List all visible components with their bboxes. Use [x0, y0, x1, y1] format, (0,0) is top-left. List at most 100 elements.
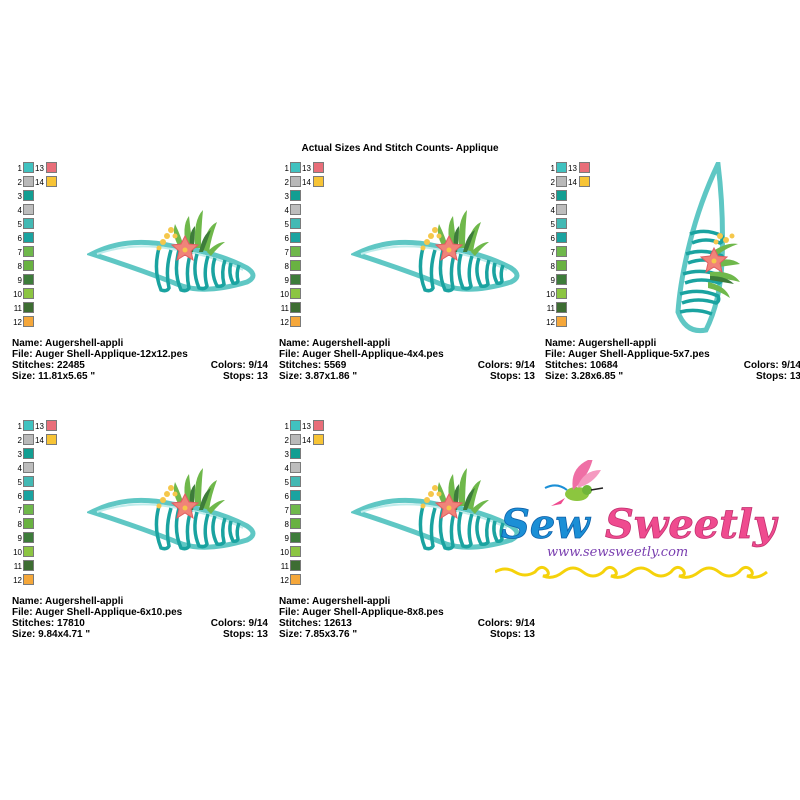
color-index: 14 [302, 178, 311, 187]
color-index: 2 [550, 178, 555, 187]
design-stitches: Stitches: 17810 Colors: 9/14 [12, 618, 268, 629]
design-stitches: Stitches: 12613 Colors: 9/14 [279, 618, 535, 629]
color-index: 8 [284, 262, 289, 271]
design-panel-5x7: 1 13 2 14 3 4 5 6 7 8 9 10 11 12 Name: Augershell-app… [545, 162, 800, 382]
color-index: 10 [280, 290, 289, 299]
color-index: 3 [284, 192, 289, 201]
color-chip [290, 302, 301, 313]
color-chip [290, 176, 301, 187]
design-colors: Colors: 9/14 [477, 618, 535, 629]
color-chip [23, 162, 34, 173]
color-index: 1 [550, 164, 555, 173]
sew-sweetly-logo: Sew Sweetly www.sewsweetly.com [495, 460, 779, 579]
color-chip [23, 490, 34, 501]
design-panel-6x10: 1 13 2 14 3 4 5 6 7 8 9 10 11 12 Name: Augershell-app… [12, 420, 268, 640]
svg-text:www.sewsweetly.com: www.sewsweetly.com [547, 545, 688, 560]
design-colors: Colors: 9/14 [210, 360, 268, 371]
color-index: 11 [280, 304, 289, 313]
color-index: 3 [17, 450, 22, 459]
color-index: 1 [17, 422, 22, 431]
color-chip [290, 574, 301, 585]
design-stitches: Stitches: 22485 Colors: 9/14 [12, 360, 268, 371]
color-chip [556, 232, 567, 243]
color-chip [290, 532, 301, 543]
design-colors: Colors: 9/14 [210, 618, 268, 629]
color-chip [290, 546, 301, 557]
color-chip [23, 462, 34, 473]
design-size: Size: 11.81x5.65 " Stops: 13 [12, 371, 268, 382]
color-chip [290, 232, 301, 243]
color-chip [23, 232, 34, 243]
design-stops: Stops: 13 [489, 629, 535, 640]
color-chip [23, 302, 34, 313]
design-panel-12x12: 1 13 2 14 3 4 5 6 7 8 9 10 11 12 Name: Augershell-app… [12, 162, 268, 382]
color-index: 9 [284, 534, 289, 543]
color-index: 11 [13, 562, 22, 571]
color-index: 5 [284, 220, 289, 229]
design-panel-8x8: 1 13 2 14 3 4 5 6 7 8 9 10 11 12 Name: Augershell-app… [279, 420, 535, 640]
color-index: 6 [17, 234, 22, 243]
color-index: 6 [284, 492, 289, 501]
color-chip [290, 490, 301, 501]
color-index: 9 [284, 276, 289, 285]
design-stops: Stops: 13 [222, 371, 268, 382]
color-chip [23, 448, 34, 459]
color-index: 9 [17, 534, 22, 543]
color-index: 7 [284, 248, 289, 257]
color-chip [290, 560, 301, 571]
design-stitches: Stitches: 10684 Colors: 9/14 [545, 360, 800, 371]
color-chip [290, 204, 301, 215]
color-chip [556, 204, 567, 215]
color-chip [290, 288, 301, 299]
auger-shell-design [87, 210, 256, 293]
color-chip [23, 476, 34, 487]
design-file: File: Auger Shell-Applique-8x8.pes [279, 607, 444, 618]
color-chip [290, 518, 301, 529]
design-size: Size: 7.85x3.76 " Stops: 13 [279, 629, 535, 640]
color-index: 10 [546, 290, 555, 299]
design-colors: Colors: 9/14 [477, 360, 535, 371]
color-index: 2 [284, 178, 289, 187]
design-info: Name: Augershell-appli File: Auger Shell-… [12, 596, 268, 640]
color-index: 12 [280, 576, 289, 585]
design-stops: Stops: 13 [755, 371, 800, 382]
color-chip [290, 420, 301, 431]
color-chip [290, 448, 301, 459]
color-index: 11 [280, 562, 289, 571]
color-chip [23, 190, 34, 201]
design-size: Size: 3.87x1.86 " Stops: 13 [279, 371, 535, 382]
color-chip [290, 246, 301, 257]
color-index: 4 [17, 464, 22, 473]
color-index: 14 [568, 178, 577, 187]
color-index: 6 [17, 492, 22, 501]
color-index: 4 [17, 206, 22, 215]
color-chip [290, 162, 301, 173]
color-index: 13 [35, 422, 44, 431]
design-info: Name: Augershell-appli File: Auger Shell-… [545, 338, 800, 382]
design-stitches: Stitches: 5569 Colors: 9/14 [279, 360, 535, 371]
color-index: 12 [546, 318, 555, 327]
color-index: 14 [302, 436, 311, 445]
design-info: Name: Augershell-appli File: Auger Shell-… [279, 338, 535, 382]
color-index: 8 [284, 520, 289, 529]
color-index: 2 [17, 436, 22, 445]
design-size: Size: 9.84x4.71 " Stops: 13 [12, 629, 268, 640]
color-chip [23, 532, 34, 543]
color-chip [556, 218, 567, 229]
hummingbird-icon [544, 460, 604, 506]
design-stops: Stops: 13 [489, 371, 535, 382]
color-index: 12 [13, 576, 22, 585]
color-chip [556, 260, 567, 271]
color-index: 13 [35, 164, 44, 173]
color-chip [23, 274, 34, 285]
color-chip [23, 504, 34, 515]
color-chip [290, 434, 301, 445]
auger-shell-design [351, 468, 520, 551]
design-colors: Colors: 9/14 [743, 360, 800, 371]
color-chip [313, 434, 324, 445]
color-index: 7 [17, 506, 22, 515]
color-chip [290, 462, 301, 473]
color-index: 8 [17, 262, 22, 271]
design-file: File: Auger Shell-Applique-12x12.pes [12, 349, 188, 360]
design-info: Name: Augershell-appli File: Auger Shell-… [279, 596, 535, 640]
